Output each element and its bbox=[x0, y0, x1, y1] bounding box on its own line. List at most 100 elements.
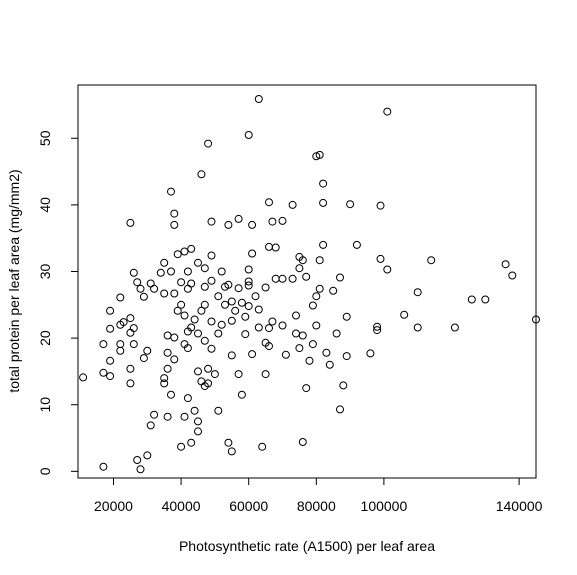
data-point bbox=[336, 273, 344, 282]
data-point bbox=[183, 394, 192, 403]
data-point bbox=[167, 187, 175, 196]
y-tick-label: 40 bbox=[37, 197, 53, 213]
data-point bbox=[224, 280, 233, 289]
data-point bbox=[234, 284, 243, 293]
data-point bbox=[183, 284, 192, 293]
x-axis: 20000 40000 60000 80000 100000 140000 bbox=[94, 477, 543, 514]
data-point bbox=[302, 384, 311, 393]
data-point bbox=[163, 364, 172, 373]
data-point bbox=[167, 390, 175, 399]
data-point bbox=[322, 348, 331, 357]
data-point bbox=[244, 277, 253, 286]
data-point bbox=[116, 346, 125, 355]
data-point bbox=[295, 344, 304, 353]
data-point bbox=[143, 346, 152, 355]
data-point bbox=[139, 354, 148, 363]
data-point bbox=[292, 329, 300, 338]
data-point bbox=[170, 209, 179, 218]
x-tick-label: 140000 bbox=[496, 498, 543, 514]
data-point bbox=[170, 333, 179, 342]
data-point bbox=[281, 350, 290, 359]
data-point bbox=[278, 274, 287, 283]
data-point bbox=[187, 438, 196, 447]
data-point bbox=[231, 306, 240, 315]
data-point bbox=[315, 256, 324, 265]
data-point bbox=[271, 243, 280, 252]
data-point bbox=[180, 247, 189, 256]
data-point bbox=[207, 317, 216, 326]
data-point bbox=[305, 356, 314, 365]
data-point bbox=[383, 265, 392, 274]
data-point bbox=[126, 379, 135, 388]
x-tick-label: 20000 bbox=[94, 498, 133, 514]
data-point bbox=[261, 283, 270, 292]
y-tick-label: 30 bbox=[37, 264, 53, 280]
data-point bbox=[214, 329, 223, 338]
data-point bbox=[241, 312, 250, 321]
data-point bbox=[268, 217, 277, 226]
data-point bbox=[99, 340, 108, 349]
data-point bbox=[163, 331, 172, 340]
data-point bbox=[237, 390, 246, 399]
data-point bbox=[99, 462, 108, 471]
data-point bbox=[170, 289, 179, 298]
data-point bbox=[302, 272, 311, 281]
data-point bbox=[325, 360, 334, 369]
data-point bbox=[119, 318, 128, 327]
data-point bbox=[234, 370, 243, 379]
data-point bbox=[126, 364, 135, 373]
data-point bbox=[106, 324, 115, 333]
data-point bbox=[177, 300, 186, 309]
data-point bbox=[146, 279, 155, 288]
data-point bbox=[308, 301, 317, 310]
data-point bbox=[508, 271, 517, 280]
data-point bbox=[501, 260, 510, 269]
data-point bbox=[413, 288, 422, 297]
data-point bbox=[150, 410, 159, 419]
data-point bbox=[194, 258, 202, 267]
data-point bbox=[167, 267, 175, 276]
data-point bbox=[288, 200, 297, 209]
data-point bbox=[224, 438, 233, 447]
data-point bbox=[214, 406, 223, 415]
data-point bbox=[200, 264, 209, 273]
data-point bbox=[265, 324, 273, 333]
data-point bbox=[214, 292, 223, 301]
data-point bbox=[207, 251, 216, 260]
data-point bbox=[352, 240, 361, 249]
data-point bbox=[143, 451, 152, 460]
y-tick-label: 20 bbox=[37, 330, 53, 346]
data-point bbox=[187, 244, 196, 253]
data-point bbox=[197, 170, 206, 179]
data-point bbox=[467, 295, 476, 304]
data-point bbox=[204, 364, 213, 373]
data-point bbox=[244, 281, 253, 290]
data-point bbox=[292, 311, 300, 320]
data-point bbox=[224, 220, 233, 229]
data-point bbox=[183, 267, 192, 276]
data-point bbox=[295, 252, 304, 261]
data-point bbox=[126, 218, 135, 227]
data-point bbox=[329, 286, 338, 295]
data-point bbox=[315, 150, 324, 159]
data-point bbox=[413, 323, 422, 332]
data-point bbox=[163, 412, 172, 421]
data-point bbox=[129, 340, 138, 349]
data-point bbox=[227, 316, 236, 325]
data-point bbox=[342, 352, 351, 361]
data-point bbox=[207, 344, 216, 353]
data-point bbox=[194, 427, 202, 436]
data-point bbox=[248, 249, 257, 258]
data-point bbox=[136, 465, 145, 474]
data-point bbox=[200, 282, 209, 291]
data-point bbox=[254, 305, 263, 314]
data-point bbox=[187, 279, 196, 288]
data-point bbox=[234, 214, 243, 223]
data-point bbox=[204, 139, 213, 148]
data-point bbox=[210, 370, 219, 379]
data-point bbox=[319, 240, 328, 249]
data-point bbox=[312, 292, 321, 301]
data-point bbox=[180, 340, 189, 349]
x-tick-label: 100000 bbox=[361, 498, 408, 514]
